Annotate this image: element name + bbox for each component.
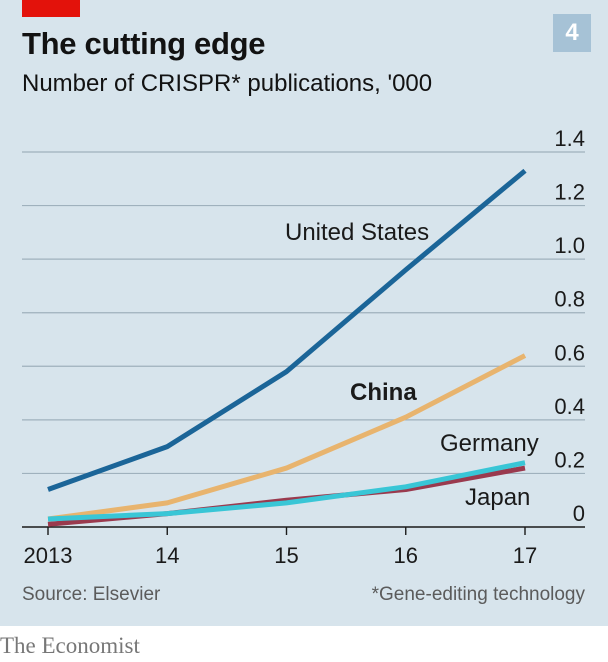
x-tick-labels: 2013 14 15 16 17	[24, 527, 537, 568]
brand-red-tab	[22, 0, 80, 17]
chart-subtitle: Number of CRISPR* publications, '000	[22, 70, 433, 97]
series-label-germany: Germany	[440, 430, 539, 457]
y-tick-label: 1.0	[554, 233, 585, 258]
footnote: *Gene-editing technology	[371, 584, 585, 605]
x-tick-label: 15	[274, 543, 298, 568]
x-tick-label: 14	[155, 543, 179, 568]
series-label-united-states: United States	[285, 219, 429, 246]
publisher-brand: The Economist	[0, 633, 140, 658]
series-label-china: China	[350, 379, 417, 406]
series-lines	[47, 168, 527, 527]
series-line-united-states	[47, 168, 527, 492]
y-tick-label: 1.4	[554, 126, 585, 151]
chart-title: The cutting edge	[22, 26, 266, 61]
x-tick-label: 2013	[24, 543, 73, 568]
y-tick-label: 0.4	[554, 394, 585, 419]
y-tick-label: 0.6	[554, 340, 585, 365]
y-tick-label: 0	[573, 501, 585, 526]
series-line-china	[47, 353, 527, 522]
source-note: Source: Elsevier	[22, 584, 161, 605]
x-tick-label: 17	[513, 543, 537, 568]
x-tick-label: 16	[394, 543, 418, 568]
y-tick-label: 1.2	[554, 180, 585, 205]
y-tick-label: 0.8	[554, 287, 585, 312]
y-tick-labels: 0 0.2 0.4 0.6 0.8 1.0 1.2 1.4	[554, 126, 585, 526]
line-chart: 0 0.2 0.4 0.6 0.8 1.0 1.2 1.4 2013 14 15 16 17 Unit…	[22, 126, 585, 568]
series-labels: United States China Japan Germany	[285, 219, 539, 511]
chart-number-badge: 4	[553, 14, 591, 52]
series-label-japan: Japan	[465, 484, 530, 511]
series-line-germany	[47, 460, 526, 522]
y-tick-label: 0.2	[554, 447, 585, 472]
gridlines	[22, 151, 585, 528]
